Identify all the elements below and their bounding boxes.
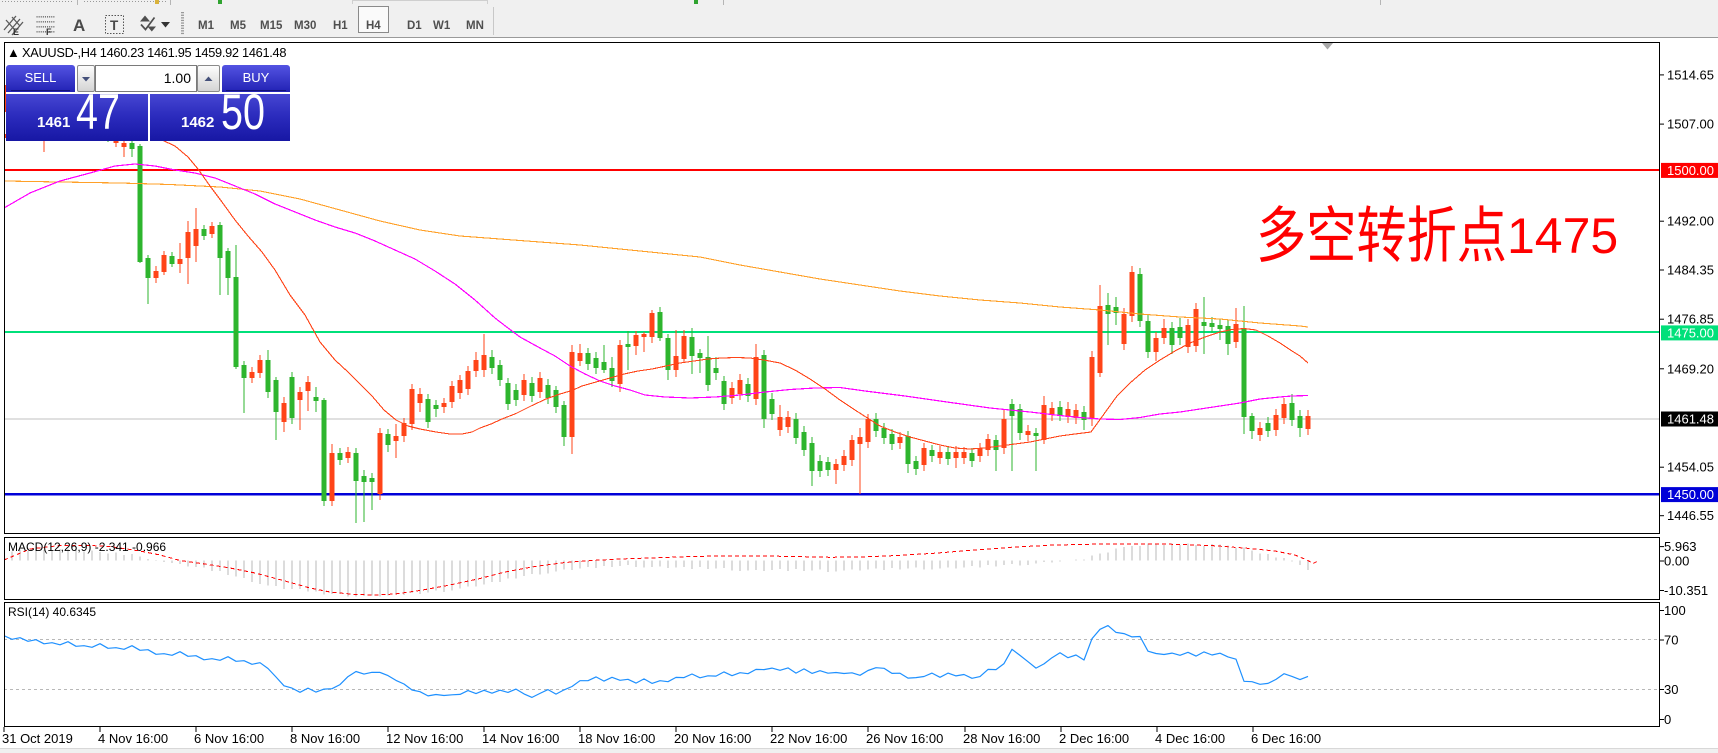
svg-text:MACD(12,26,9) -2.341 -0.966: MACD(12,26,9) -2.341 -0.966 [8,540,166,554]
svg-text:18 Nov 16:00: 18 Nov 16:00 [578,731,655,746]
svg-text:-10.351: -10.351 [1664,583,1708,598]
svg-text:1514.65: 1514.65 [1667,67,1714,82]
svg-text:26 Nov 16:00: 26 Nov 16:00 [866,731,943,746]
svg-text:6 Nov 16:00: 6 Nov 16:00 [194,731,264,746]
svg-text:XAUUSD-,H4 1460.23 1461.95 14: XAUUSD-,H4 1460.23 1461.95 1459.92 1461.… [22,45,286,60]
svg-text:1446.55: 1446.55 [1667,508,1714,523]
svg-text:F: F [46,27,52,37]
svg-text:E: E [13,27,19,37]
svg-text:1475: 1475 [1507,208,1618,264]
svg-text:5.963: 5.963 [1664,539,1697,554]
svg-text:8 Nov 16:00: 8 Nov 16:00 [290,731,360,746]
svg-text:100: 100 [1664,603,1686,618]
svg-text:6 Dec 16:00: 6 Dec 16:00 [1251,731,1321,746]
svg-text:1484.35: 1484.35 [1667,263,1714,278]
svg-text:A: A [73,16,85,35]
svg-text:4 Nov 16:00: 4 Nov 16:00 [98,731,168,746]
svg-text:T: T [110,18,119,33]
svg-text:31 Oct 2019: 31 Oct 2019 [2,731,73,746]
svg-text:1461.48: 1461.48 [1667,412,1714,427]
svg-text:0: 0 [1664,712,1671,727]
svg-text:1492.00: 1492.00 [1667,214,1714,229]
svg-text:▲: ▲ [7,45,20,60]
svg-text:1500.00: 1500.00 [1667,163,1714,178]
svg-text:30: 30 [1664,682,1678,697]
svg-text:1450.00: 1450.00 [1667,487,1714,502]
svg-text:22 Nov 16:00: 22 Nov 16:00 [770,731,847,746]
svg-text:1454.05: 1454.05 [1667,460,1714,475]
svg-text:1476.85: 1476.85 [1667,312,1714,327]
svg-text:20 Nov 16:00: 20 Nov 16:00 [674,731,751,746]
svg-text:14 Nov 16:00: 14 Nov 16:00 [482,731,559,746]
svg-text:1507.00: 1507.00 [1667,117,1714,132]
svg-text:2 Dec 16:00: 2 Dec 16:00 [1059,731,1129,746]
svg-text:1469.20: 1469.20 [1667,361,1714,376]
svg-text:12 Nov 16:00: 12 Nov 16:00 [386,731,463,746]
svg-text:28 Nov 16:00: 28 Nov 16:00 [963,731,1040,746]
svg-text:1475.00: 1475.00 [1667,325,1714,340]
svg-text:0.00: 0.00 [1664,554,1689,569]
svg-text:RSI(14) 40.6345: RSI(14) 40.6345 [8,605,96,619]
svg-text:4 Dec 16:00: 4 Dec 16:00 [1155,731,1225,746]
svg-text:70: 70 [1664,633,1678,648]
